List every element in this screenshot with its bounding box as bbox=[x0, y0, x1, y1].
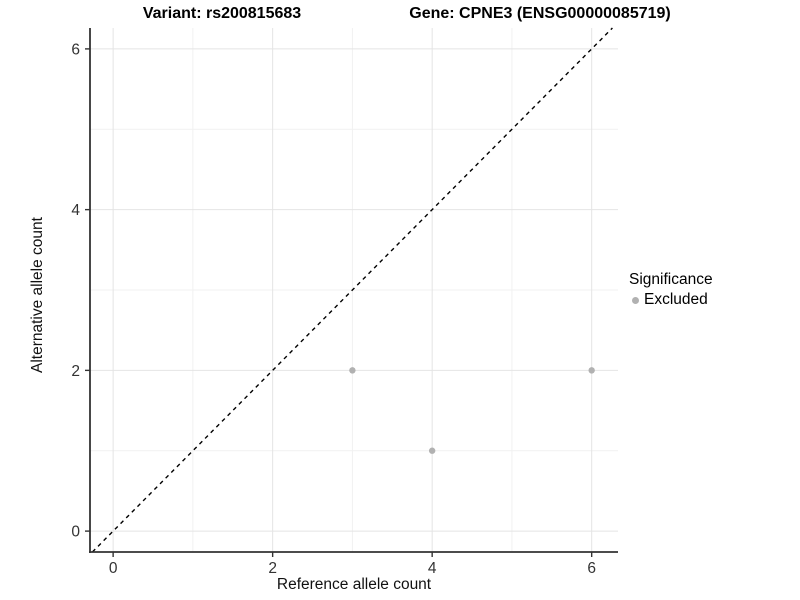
excluded-point-icon bbox=[632, 296, 639, 304]
legend-entry-excluded: Excluded bbox=[629, 291, 713, 309]
legend-entry-label: Excluded bbox=[644, 291, 708, 308]
y-axis-label: Alternative allele count bbox=[29, 217, 46, 373]
legend: Significance Excluded bbox=[629, 271, 713, 309]
x-tick-label: 6 bbox=[587, 560, 596, 577]
y-tick-label: 0 bbox=[71, 524, 80, 541]
y-tick-label: 6 bbox=[71, 41, 80, 58]
legend-title: Significance bbox=[629, 271, 713, 288]
x-tick-label: 0 bbox=[109, 560, 118, 577]
y-tick-label: 2 bbox=[71, 363, 80, 380]
x-tick-label: 4 bbox=[428, 560, 437, 577]
data-point bbox=[349, 367, 356, 374]
data-point bbox=[588, 367, 595, 374]
x-tick-label: 2 bbox=[268, 560, 277, 577]
x-axis-label: Reference allele count bbox=[276, 576, 432, 593]
identity-line bbox=[91, 27, 613, 553]
chart-title-variant: Variant: rs200815683 bbox=[142, 5, 302, 22]
y-tick-label: 4 bbox=[71, 202, 80, 219]
chart-title-gene: Gene: CPNE3 (ENSG00000085719) bbox=[409, 5, 671, 22]
data-point bbox=[428, 447, 436, 454]
